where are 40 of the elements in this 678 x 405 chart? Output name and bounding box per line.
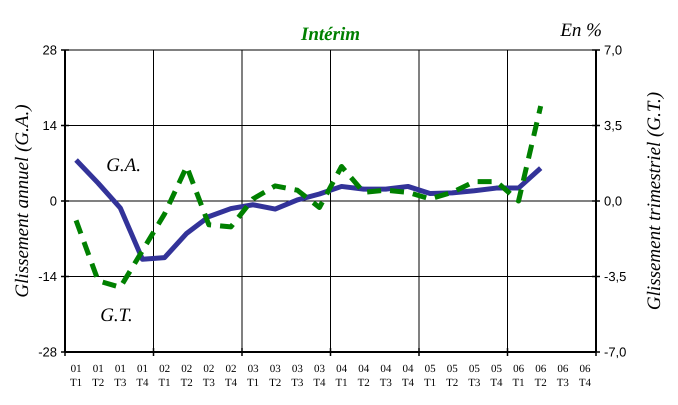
x-tick-label: 02 T4 xyxy=(224,363,238,389)
x-tick-label: 04 T3 xyxy=(380,363,392,389)
x-tick-label: 01 T2 xyxy=(92,363,104,389)
x-tick-label: 03 T4 xyxy=(313,363,326,389)
x-tick-label: 01 T3 xyxy=(114,363,127,389)
x-tick-label: 03 T1 xyxy=(246,363,260,389)
x-tick-label: 04 T4 xyxy=(402,363,415,389)
y2-tick-label: -7,0 xyxy=(604,344,626,360)
x-tick-label: 01 T1 xyxy=(70,363,82,389)
x-tick-label: 02 T1 xyxy=(158,363,171,389)
x-tick-label: 01 T4 xyxy=(136,363,150,389)
chart-title: Intérim xyxy=(300,24,360,45)
x-tick-label: 06 T4 xyxy=(578,363,592,389)
y2-tick-label: 7,0 xyxy=(604,42,622,58)
x-tick-label: 05 T2 xyxy=(446,363,458,389)
x-tick-label: 05 T3 xyxy=(468,363,481,389)
x-tick-label: 05 T4 xyxy=(490,363,504,389)
x-tick-label: 04 T1 xyxy=(335,363,348,389)
x-tick-label: 03 T2 xyxy=(269,363,282,389)
x-tick-label: 06 T2 xyxy=(534,363,547,389)
y-tick-label: 0 xyxy=(50,194,57,209)
y-tick-label: -28 xyxy=(38,344,57,360)
x-tick-label: 02 T2 xyxy=(180,363,193,389)
y2-tick-label: 0,0 xyxy=(604,194,622,209)
x-tick-label: 06 T3 xyxy=(556,363,570,389)
x-tick-label: 04 T2 xyxy=(358,363,370,389)
x-tick-label: 05 T1 xyxy=(424,363,436,389)
series-label: G.A. xyxy=(106,155,142,176)
x-tick-label: 06 T1 xyxy=(512,363,525,389)
y2-tick-label: 3,5 xyxy=(604,118,622,134)
text: En % xyxy=(559,20,602,41)
y-tick-label: -14 xyxy=(38,269,57,284)
x-tick-label: 03 T3 xyxy=(291,363,304,389)
x-tick-label: 02 T3 xyxy=(202,363,216,389)
y-axis-title: Glissement annuel (G.A.) xyxy=(12,104,33,298)
y-tick-label: 28 xyxy=(42,42,57,58)
series-label: G.T. xyxy=(100,304,133,326)
y-tick-label: 14 xyxy=(42,118,57,134)
y2-axis-title: Glissement trimestriel (G.T.) xyxy=(644,92,665,310)
y2-tick-label: -3,5 xyxy=(604,269,626,284)
